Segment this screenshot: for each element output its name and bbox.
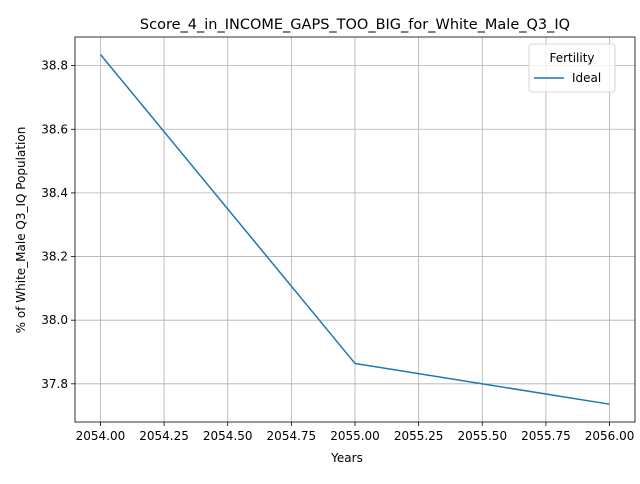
y-tick-label: 37.8: [41, 377, 68, 391]
x-tick-label: 2055.00: [330, 429, 380, 443]
x-axis-label: Years: [330, 451, 363, 465]
legend-title: Fertility: [549, 51, 594, 65]
legend-box: [528, 43, 616, 93]
x-tick-label: 2054.25: [139, 429, 189, 443]
y-tick-label: 38.8: [41, 59, 68, 73]
y-tick-label: 38.4: [41, 186, 68, 200]
legend-label-ideal: Ideal: [572, 71, 601, 85]
y-tick-label: 38.6: [41, 122, 68, 136]
chart-title: Score_4_in_INCOME_GAPS_TOO_BIG_for_White…: [140, 17, 570, 33]
x-tick-label: 2054.50: [203, 429, 253, 443]
legend: Fertility Ideal: [528, 43, 616, 93]
x-tick-label: 2054.75: [267, 429, 317, 443]
y-tick-label: 38.2: [41, 250, 68, 264]
y-axis-label: % of White_Male Q3_IQ Population: [14, 127, 28, 334]
series-layer: [99, 54, 610, 405]
ticks: 2054.00 2054.25 2054.50 2054.75 2055.00 2055.…: [41, 59, 634, 443]
grid: [75, 37, 635, 422]
series-line-ideal: [99, 54, 610, 405]
x-tick-label: 2055.75: [521, 429, 571, 443]
x-tick-label: 2056.00: [585, 429, 635, 443]
x-tick-label: 2055.50: [457, 429, 507, 443]
x-tick-label: 2054.00: [76, 429, 126, 443]
x-tick-label: 2055.25: [394, 429, 444, 443]
y-tick-label: 38.0: [41, 313, 68, 327]
